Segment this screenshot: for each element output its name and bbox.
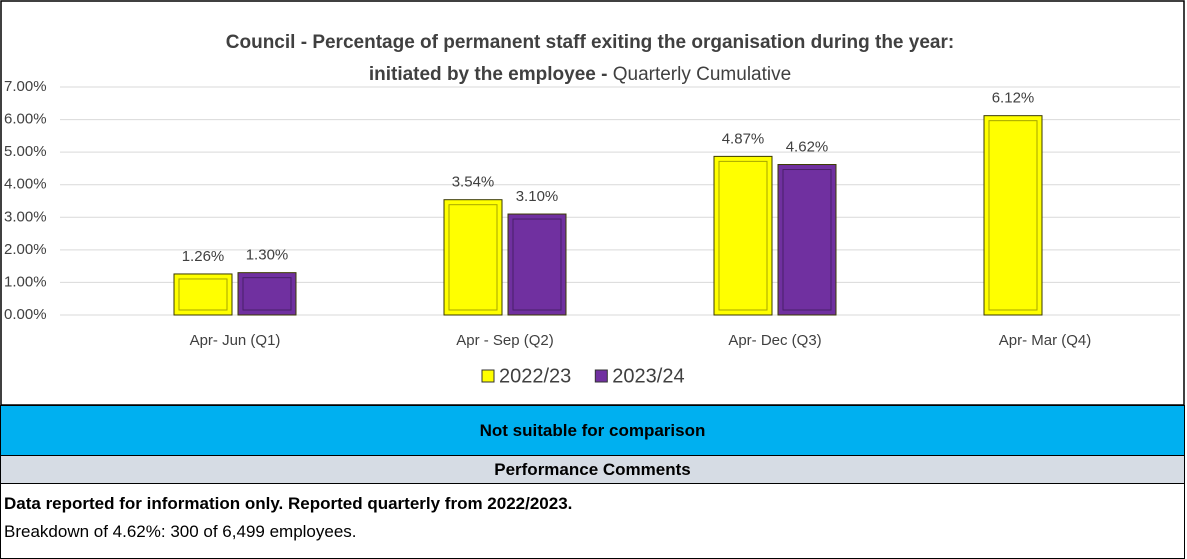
subtitle: Quarterly Cumulative: [613, 64, 791, 85]
data-label: 1.30%: [246, 247, 289, 264]
legend-swatch: [594, 369, 608, 383]
x-tick-label: Apr- Jun (Q1): [190, 332, 281, 349]
chart-title: Council - Percentage of permanent staff …: [226, 32, 954, 53]
bar: [777, 164, 837, 316]
y-tick-label: 7.00%: [4, 78, 47, 95]
bar-bevel: [718, 160, 768, 311]
y-tick-label: 1.00%: [4, 273, 47, 290]
comment-line: Breakdown of 4.62%: 300 of 6,499 employe…: [4, 522, 357, 541]
bar-bevel: [242, 277, 292, 311]
data-label: 4.62%: [786, 138, 829, 155]
y-tick-label: 3.00%: [4, 208, 47, 225]
chart: Council - Percentage of permanent staff …: [0, 0, 1185, 406]
bar: [237, 272, 297, 316]
bar-bevel: [448, 204, 498, 311]
legend-swatch: [481, 369, 495, 383]
y-tick-label: 6.00%: [4, 111, 47, 128]
comments-heading: Performance Comments: [0, 455, 1185, 484]
data-label: 3.54%: [452, 174, 495, 191]
title-bold: initiated by the employee -: [369, 64, 608, 85]
bar-bevel: [512, 218, 562, 311]
x-tick-label: Apr - Sep (Q2): [456, 332, 554, 349]
data-label: 6.12%: [992, 90, 1035, 107]
bar-bevel: [782, 169, 832, 311]
comment-line: Data reported for information only. Repo…: [4, 494, 573, 513]
y-tick-label: 2.00%: [4, 241, 47, 258]
legend-label: 2023/24: [612, 365, 684, 387]
bar: [983, 115, 1043, 316]
legend-label: 2022/23: [499, 365, 571, 387]
data-label: 3.10%: [516, 188, 559, 205]
bar: [507, 213, 567, 316]
data-label: 4.87%: [722, 130, 765, 147]
bar: [173, 273, 233, 316]
bar: [443, 199, 503, 316]
x-tick-label: Apr- Dec (Q3): [728, 332, 821, 349]
status-band: Not suitable for comparison: [0, 405, 1185, 456]
x-tick-label: Apr- Mar (Q4): [999, 332, 1092, 349]
y-tick-label: 0.00%: [4, 306, 47, 323]
bar-bevel: [988, 120, 1038, 311]
y-tick-label: 4.00%: [4, 176, 47, 193]
y-tick-label: 5.00%: [4, 143, 47, 160]
chart-title-line2: initiated by the employee - Quarterly Cu…: [369, 64, 791, 85]
bar-bevel: [178, 278, 228, 311]
bar: [713, 155, 773, 316]
data-label: 1.26%: [182, 248, 225, 265]
